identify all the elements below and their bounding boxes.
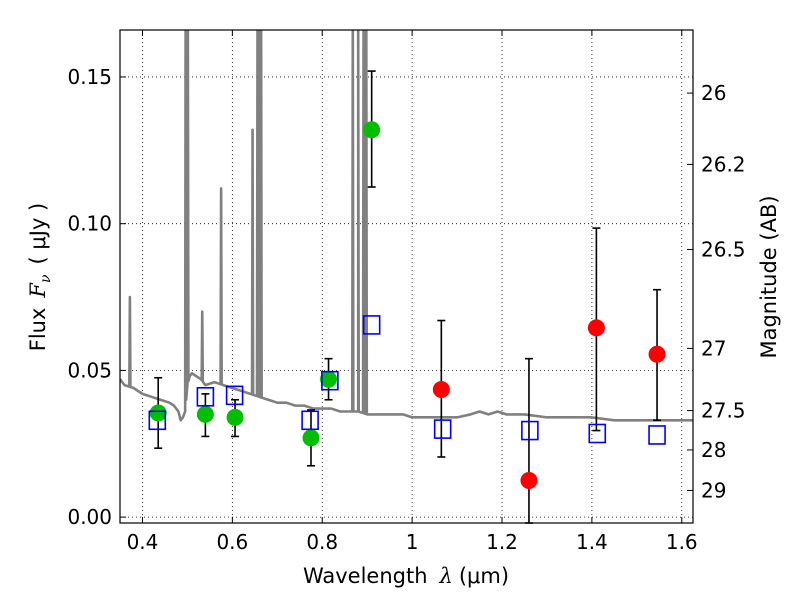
x-tick-label: 0.6 — [216, 530, 248, 554]
y2-tick-label: 27.5 — [701, 399, 746, 423]
y2-tick-label: 26.2 — [701, 152, 746, 176]
red-photometry-point — [587, 319, 605, 337]
model-photometry-point — [588, 423, 607, 444]
green-photometry-point — [320, 370, 338, 388]
red-photometry-point — [520, 471, 538, 489]
y-axis-title: FluxFν( μJy ) — [26, 203, 54, 351]
y-tick-label: 0.00 — [67, 505, 112, 529]
green-photometry-point — [363, 121, 381, 139]
green-photometry-point — [149, 404, 167, 422]
x-tick-label: 1.4 — [576, 530, 608, 554]
y2-axis-title: Magnitude (AB) — [757, 195, 781, 358]
model-photometry-point — [301, 410, 319, 431]
plot-background — [120, 30, 693, 523]
x-tick-label: 1.6 — [666, 530, 698, 554]
y-tick-label: 0.10 — [67, 212, 112, 236]
green-photometry-point — [226, 408, 244, 426]
green-photometry-point — [196, 405, 214, 423]
y2-tick-label: 26.5 — [701, 238, 746, 262]
y2-tick-label: 28 — [701, 438, 726, 462]
x-tick-label: 0.4 — [127, 530, 159, 554]
model-photometry-point — [648, 425, 666, 445]
model-photometry-point — [321, 370, 339, 391]
model-photometry-point — [148, 410, 167, 431]
model-photometry-point — [196, 387, 215, 407]
x-tick-label: 1 — [406, 530, 419, 554]
model-photometry-point — [521, 420, 539, 441]
y-tick-label: 0.05 — [67, 358, 112, 382]
y-tick-label: 0.15 — [67, 65, 112, 89]
green-photometry-point — [302, 429, 320, 447]
model-photometry-point — [225, 385, 244, 406]
data-markers — [148, 121, 666, 489]
spectrum-layer — [120, 30, 693, 422]
x-tick-label: 1.2 — [486, 530, 518, 554]
model-photometry-point — [433, 419, 452, 439]
red-photometry-point — [648, 345, 666, 363]
y2-tick-label: 26 — [701, 81, 726, 105]
y2-tick-label: 27 — [701, 336, 726, 360]
x-tick-label: 0.8 — [306, 530, 338, 554]
x-axis-title: Wavelength λ (μm) — [303, 564, 509, 588]
model-photometry-point — [362, 315, 381, 335]
plot-frame — [119, 29, 694, 524]
axis-ticks: 0.4 0.6 0.8 1 1.2 1.4 1.6 0.00 0.05 0.10 0.15 26 26.… — [67, 30, 746, 554]
spectrum-line — [120, 30, 693, 422]
red-photometry-point — [432, 380, 450, 398]
y2-tick-label: 29 — [701, 478, 726, 502]
